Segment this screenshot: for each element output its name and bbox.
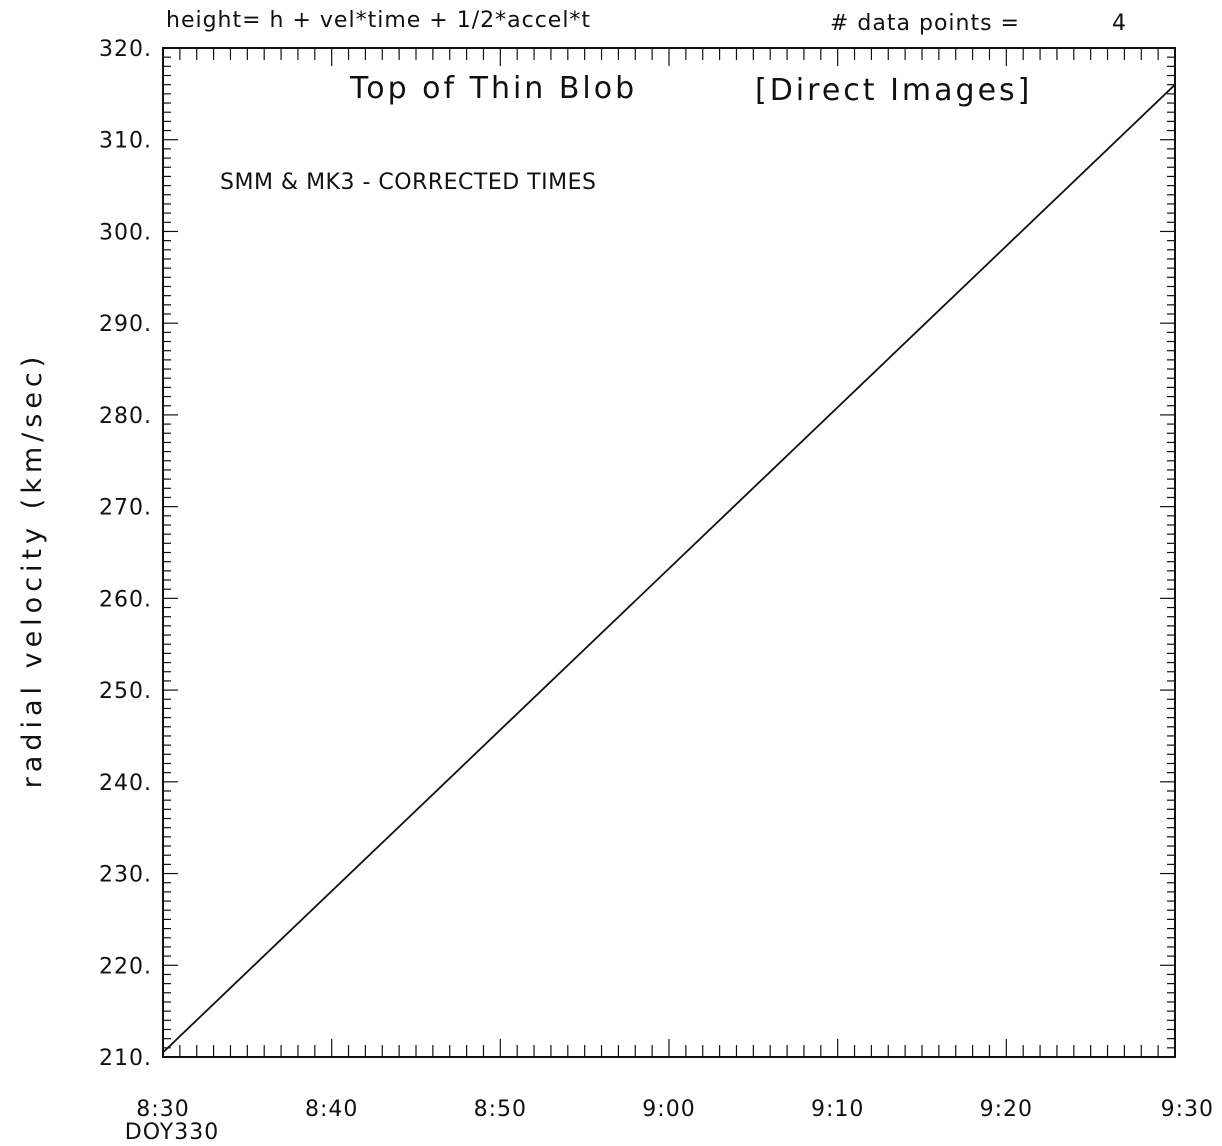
y-tick-label: 300. <box>99 220 152 245</box>
x-tick-label: 8:40 <box>305 1097 358 1122</box>
x-tick-label: 9:00 <box>642 1097 695 1122</box>
axis-minor-ticks <box>162 47 1176 1058</box>
chart-title: Top of Thin Blob <box>349 71 637 106</box>
y-tick-label: 290. <box>99 312 152 337</box>
chart-subtitle: [Direct Images] <box>755 73 1032 108</box>
y-tick-label: 260. <box>99 587 152 612</box>
x-tick-label: 8:50 <box>474 1097 527 1122</box>
x-tick-label: 9:20 <box>980 1097 1033 1122</box>
x-tick-label: 9:10 <box>811 1097 864 1122</box>
y-axis-ticks: 210. 220. 230. 240. 250. 260. 270. 280. 290. 300.… <box>99 37 152 1071</box>
data-points-value: 4 <box>1112 11 1127 36</box>
x-tick-label: 8:30 <box>136 1097 189 1122</box>
x-axis-ticks: 8:30 8:40 8:50 9:00 9:10 9:20 9:30 <box>136 1097 1214 1122</box>
chart-annotation: SMM & MK3 - CORRECTED TIMES <box>220 170 596 195</box>
y-tick-label: 250. <box>99 679 152 704</box>
data-points-label: # data points = <box>830 11 1020 36</box>
equation-header: height= h + vel*time + 1/2*accel*t <box>166 8 591 33</box>
y-tick-label: 280. <box>99 404 152 429</box>
y-tick-label: 230. <box>99 863 152 888</box>
y-tick-label: 220. <box>99 954 152 979</box>
y-tick-label: 270. <box>99 496 152 521</box>
x-tick-label: 9:30 <box>1161 1097 1214 1122</box>
series-line <box>162 84 1176 1054</box>
series-layer <box>162 84 1176 1054</box>
y-axis-label: radial velocity (km/sec) <box>17 352 48 789</box>
y-tick-label: 320. <box>99 37 152 62</box>
y-tick-label: 240. <box>99 771 152 796</box>
x-axis-sublabel: DOY330 <box>125 1120 219 1145</box>
y-tick-label: 210. <box>99 1046 152 1071</box>
y-tick-label: 310. <box>99 129 152 154</box>
plot-frame <box>162 47 1176 1058</box>
